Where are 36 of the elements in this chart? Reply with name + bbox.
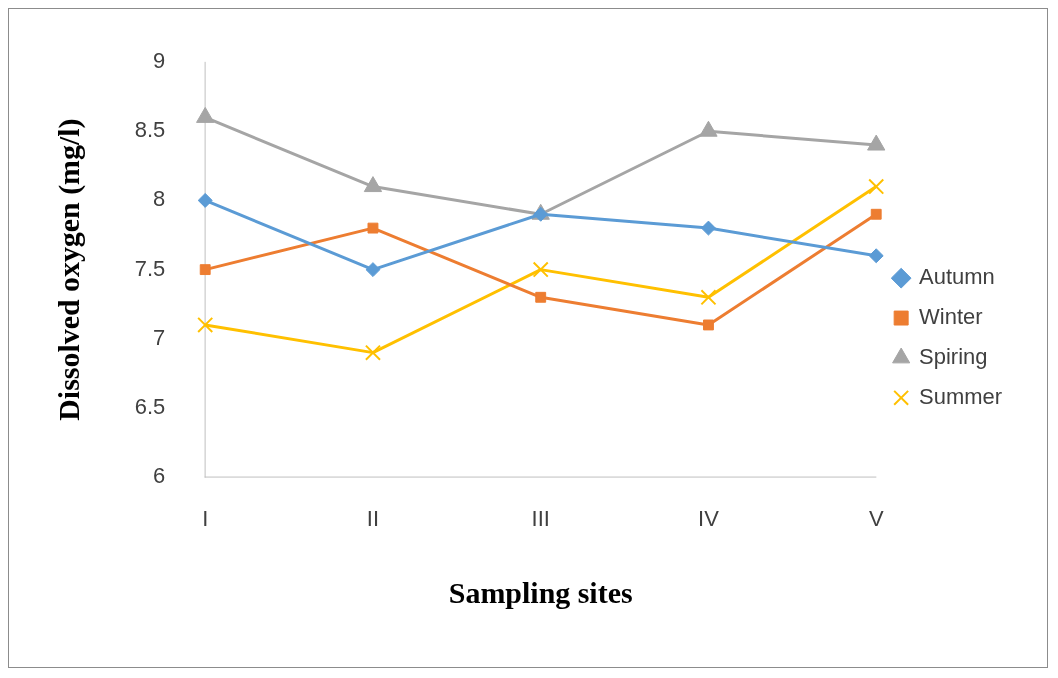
point [868, 178, 885, 195]
y-tick-label: 8 [153, 186, 166, 212]
y-tick-label: 6.5 [134, 394, 166, 420]
point [364, 344, 382, 361]
x-tick-label: IV [698, 506, 720, 532]
point [197, 192, 213, 208]
y-axis-title: Dissolved oxygen (mg/l) [51, 118, 86, 421]
point [868, 248, 884, 264]
x-axis-title: Sampling sites [448, 575, 633, 609]
y-tick-label: 8.5 [134, 117, 166, 143]
point [700, 220, 716, 236]
x-tick-label: II [366, 506, 380, 532]
legend-label: Summer [919, 383, 1003, 409]
y-tick-label: 6 [153, 463, 166, 489]
point [532, 261, 549, 278]
legend-label: Winter [919, 304, 983, 330]
legend-label: Autumn [919, 264, 995, 290]
legend-label: Spiring [919, 343, 988, 369]
point [199, 264, 211, 276]
point [700, 289, 717, 306]
point [196, 106, 215, 123]
point [367, 222, 379, 234]
x-tick-label: III [531, 506, 550, 532]
x-tick-label: V [868, 506, 884, 532]
y-tick-label: 9 [153, 48, 166, 74]
point [197, 316, 214, 334]
point [363, 176, 383, 193]
point [365, 262, 381, 278]
y-tick-label: 7.5 [134, 255, 166, 281]
point [699, 120, 718, 137]
point [867, 134, 886, 151]
point [535, 291, 547, 303]
x-tick-label: I [202, 506, 209, 532]
point [703, 319, 714, 331]
point [870, 208, 882, 220]
y-tick-label: 7 [153, 324, 166, 350]
